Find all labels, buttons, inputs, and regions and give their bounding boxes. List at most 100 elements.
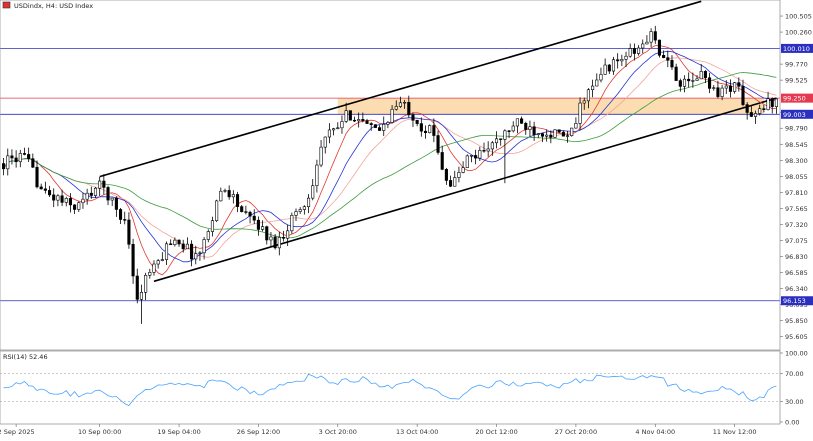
candle-body-up xyxy=(219,190,223,202)
candle xyxy=(687,72,691,88)
candle-body-up xyxy=(511,125,515,132)
candle-body-up xyxy=(766,98,770,110)
x-tick-label: 19 Sep 04:00 xyxy=(157,428,200,436)
candle xyxy=(31,153,35,168)
price-label-text: 100.010 xyxy=(783,45,810,53)
candle xyxy=(503,129,507,184)
price-label-box xyxy=(781,93,813,103)
candle-body-down xyxy=(68,198,72,206)
candle xyxy=(119,208,123,224)
candle-body-up xyxy=(382,124,386,131)
candle-body-up xyxy=(595,79,599,87)
candle xyxy=(85,188,89,205)
candle-body-up xyxy=(494,138,499,144)
moving-average-line xyxy=(3,57,777,258)
candle xyxy=(641,39,645,54)
candle-body-down xyxy=(557,129,561,133)
candle xyxy=(478,146,482,162)
candle-body-down xyxy=(131,244,135,277)
candle-body-down xyxy=(407,101,411,116)
candle xyxy=(469,155,474,163)
candle xyxy=(181,239,185,253)
rsi-line xyxy=(3,373,777,407)
candle-body-down xyxy=(653,31,657,41)
candle xyxy=(515,118,519,134)
candle-body-down xyxy=(745,104,749,113)
candle-body-down xyxy=(423,130,428,133)
candle-body-up xyxy=(490,142,494,150)
candle-body-down xyxy=(361,119,365,121)
candle-body-down xyxy=(657,39,661,56)
candle xyxy=(708,72,712,94)
candle xyxy=(465,154,469,168)
candle xyxy=(586,88,590,109)
candle xyxy=(311,179,315,201)
channel-trendline[interactable] xyxy=(99,0,702,178)
candle-body-down xyxy=(520,118,524,124)
candle xyxy=(2,157,6,176)
candle-body-up xyxy=(357,119,361,122)
candle xyxy=(98,177,102,197)
candle-body-up xyxy=(603,64,607,75)
candle xyxy=(753,110,758,124)
x-tick-label: 10 Sep 00:00 xyxy=(78,428,121,436)
y-tick-label: 95.605 xyxy=(785,333,808,341)
candle xyxy=(457,166,461,183)
candle-body-down xyxy=(674,66,678,81)
candle xyxy=(219,187,223,202)
candle-body-down xyxy=(39,186,43,190)
candle-body-down xyxy=(737,82,741,87)
candle xyxy=(532,121,536,141)
candle-body-up xyxy=(486,148,490,152)
candle xyxy=(81,192,85,209)
candle-body-up xyxy=(294,211,298,216)
candle-body-down xyxy=(114,197,118,210)
candle xyxy=(637,45,641,56)
candle-body-up xyxy=(194,253,198,260)
candle-body-up xyxy=(93,187,98,196)
candle xyxy=(616,53,620,69)
candle-body-up xyxy=(148,272,152,276)
candle-body-up xyxy=(198,252,202,254)
candle xyxy=(252,209,256,225)
candle xyxy=(662,50,666,59)
x-tick-label: 3 Oct 20:00 xyxy=(319,428,357,436)
candle xyxy=(273,234,277,250)
candle xyxy=(595,73,599,87)
candle-body-down xyxy=(770,98,774,107)
candle-body-up xyxy=(465,155,469,168)
candle xyxy=(68,193,72,213)
candle-body-down xyxy=(348,110,352,121)
candle-body-up xyxy=(77,202,81,210)
candle xyxy=(56,194,60,207)
candle xyxy=(290,212,294,234)
candle-body-down xyxy=(540,133,545,137)
y-tick-label: 97.810 xyxy=(785,189,808,197)
y-tick-label: 97.565 xyxy=(785,205,808,213)
candle xyxy=(244,205,248,215)
candle-body-down xyxy=(415,120,419,124)
x-tick-label: 11 Nov 12:00 xyxy=(713,428,757,436)
candle-body-up xyxy=(306,197,311,207)
candle-body-up xyxy=(574,123,578,129)
candle xyxy=(110,197,114,207)
y-tick-label: 97.320 xyxy=(785,221,808,229)
candle xyxy=(444,167,448,185)
candle-body-up xyxy=(628,48,632,57)
candle-body-up xyxy=(637,47,641,54)
candle xyxy=(724,80,728,94)
candle-body-up xyxy=(269,236,273,241)
candle-body-up xyxy=(144,274,148,293)
candle xyxy=(494,131,499,149)
candle-body-down xyxy=(10,155,14,159)
candle xyxy=(678,78,682,92)
supply-zone xyxy=(337,98,764,115)
y-tick-label: 98.300 xyxy=(785,157,808,165)
candle-body-down xyxy=(119,209,123,220)
channel-trendline[interactable] xyxy=(153,97,777,283)
candle-body-down xyxy=(127,219,131,245)
candle xyxy=(682,75,687,93)
candle-body-down xyxy=(378,127,382,131)
candle-body-down xyxy=(60,195,64,203)
